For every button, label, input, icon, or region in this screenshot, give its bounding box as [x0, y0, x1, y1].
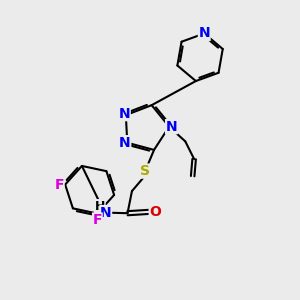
Text: N: N — [118, 106, 130, 121]
Text: N: N — [166, 120, 177, 134]
Text: N: N — [119, 136, 131, 150]
Text: H: H — [95, 200, 105, 213]
Text: F: F — [55, 178, 64, 191]
Text: F: F — [93, 213, 102, 227]
Text: O: O — [149, 205, 161, 219]
Text: S: S — [140, 164, 150, 178]
Text: N: N — [100, 206, 112, 220]
Text: N: N — [198, 26, 210, 40]
